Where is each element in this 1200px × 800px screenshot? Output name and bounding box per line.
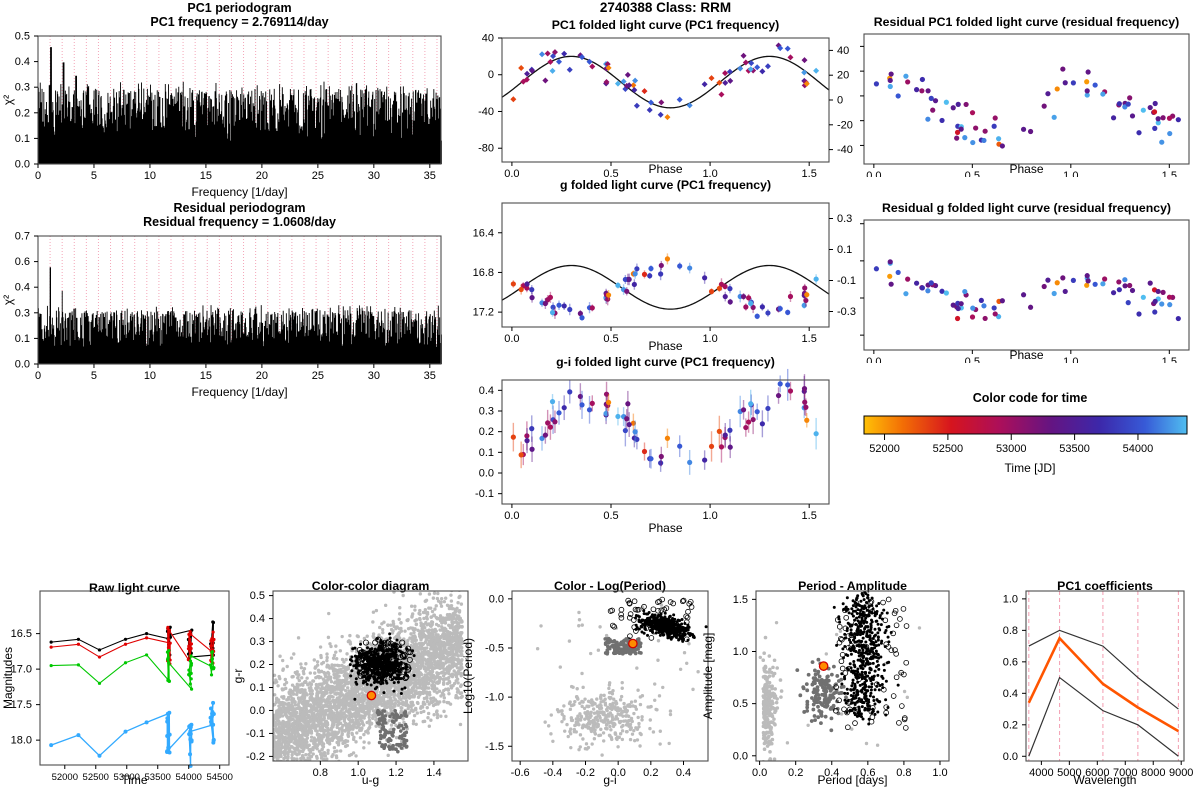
- svg-text:0.5: 0.5: [250, 590, 265, 602]
- svg-text:54500: 54500: [206, 772, 232, 783]
- svg-text:Magnitudes: Magnitudes: [1, 647, 15, 709]
- svg-text:16.5: 16.5: [11, 628, 32, 640]
- svg-text:0.4: 0.4: [250, 613, 265, 625]
- svg-text:1.4: 1.4: [426, 767, 441, 779]
- svg-text:0.0: 0.0: [250, 705, 265, 717]
- svg-text:52500: 52500: [83, 772, 109, 783]
- svg-text:0.8: 0.8: [313, 767, 328, 779]
- svg-text:54000: 54000: [176, 772, 202, 783]
- svg-text:52000: 52000: [52, 772, 78, 783]
- svg-text:Raw light curve: Raw light curve: [89, 581, 180, 595]
- svg-text:-0.1: -0.1: [246, 728, 265, 740]
- svg-text:u-g: u-g: [362, 773, 379, 787]
- svg-text:1.2: 1.2: [388, 767, 403, 779]
- svg-text:0.3: 0.3: [250, 636, 265, 648]
- svg-text:Time: Time: [121, 773, 148, 787]
- svg-text:0.2: 0.2: [250, 659, 265, 671]
- svg-text:18.0: 18.0: [11, 735, 32, 747]
- svg-text:-0.2: -0.2: [246, 751, 265, 763]
- svg-text:g-r: g-r: [231, 669, 245, 684]
- svg-text:53500: 53500: [145, 772, 171, 783]
- svg-text:0.1: 0.1: [250, 682, 265, 694]
